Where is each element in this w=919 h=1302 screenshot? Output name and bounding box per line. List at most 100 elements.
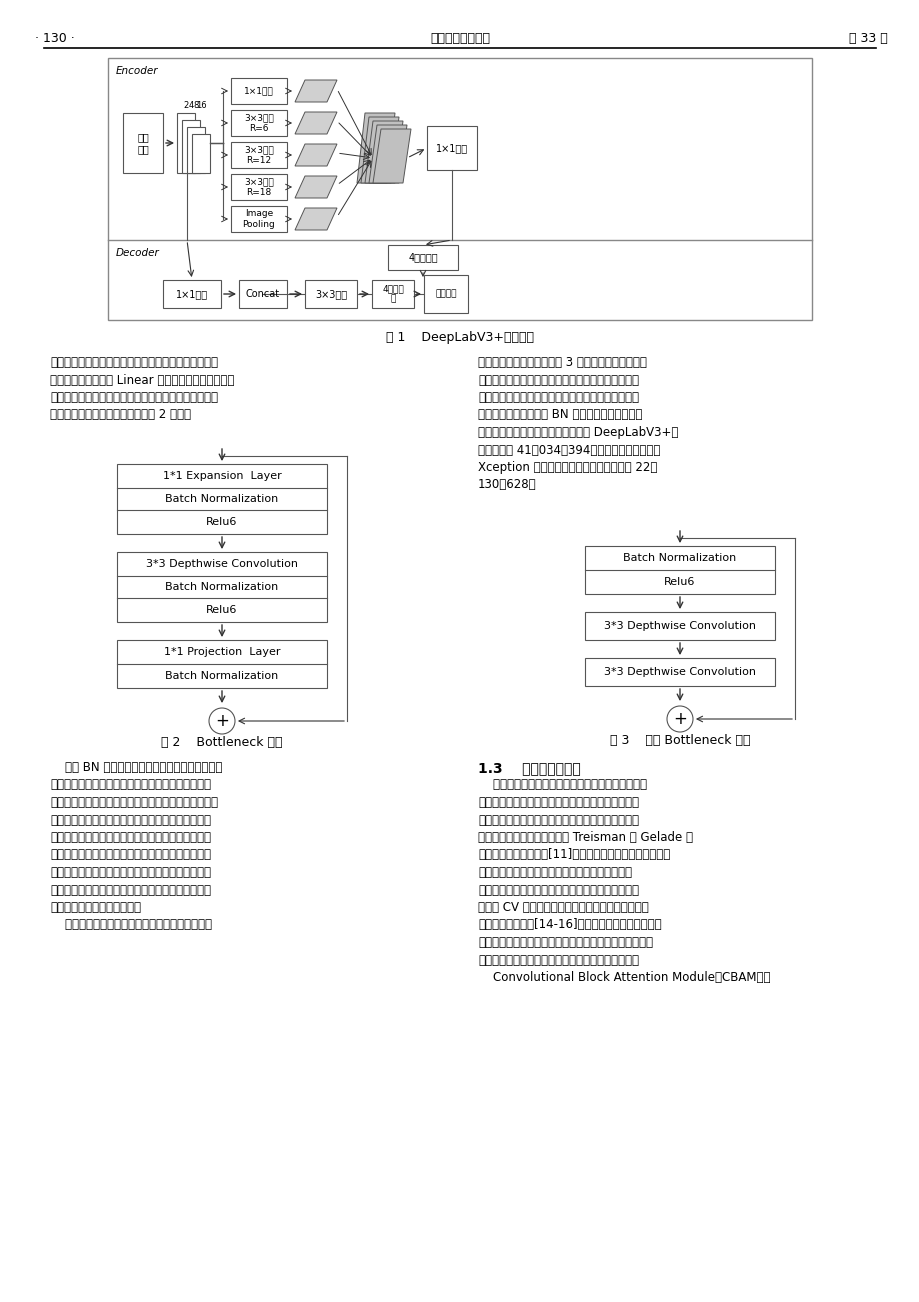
Bar [239, 280, 287, 309]
Text: 先计算代表特征重要程度的注意权，然后利用权重: 先计算代表特征重要程度的注意权，然后利用权重 [478, 866, 631, 879]
Bar [187, 128, 205, 173]
Bar [231, 206, 287, 232]
Circle shape [209, 708, 234, 734]
Text: 一个残差结构的复合输出，它受此前残差网络的影响，: 一个残差结构的复合输出，它受此前残差网络的影响， [50, 796, 218, 809]
Bar [117, 464, 326, 534]
Text: 强其线性性能的作用，尤其是对于深度较浅的网络会: 强其线性性能的作用，尤其是对于深度较浅的网络会 [50, 849, 210, 862]
Text: 3×3卷积
R=12: 3×3卷积 R=12 [244, 146, 274, 164]
Text: 图 3    改进 Bottleneck 结构: 图 3 改进 Bottleneck 结构 [609, 734, 749, 747]
Bar [584, 546, 774, 594]
Text: 得。与传统的残差结构相比，这种残差结构减少了残: 得。与传统的残差结构相比，这种残差结构减少了残 [478, 374, 639, 387]
Text: 8: 8 [193, 100, 199, 109]
Text: 1×1卷积: 1×1卷积 [176, 289, 208, 299]
Text: 2: 2 [183, 100, 188, 109]
Bar [424, 275, 468, 312]
Polygon shape [295, 112, 336, 134]
Text: 缩后的激活函数采用 Linear 线性函数防止进一步破坏: 缩后的激活函数采用 Linear 线性函数防止进一步破坏 [50, 374, 234, 387]
Text: 16: 16 [196, 100, 206, 109]
Polygon shape [360, 117, 399, 184]
Text: 支；还减少了残差分支 BN 层对输入期望和方差的: 支；还减少了残差分支 BN 层对输入期望和方差的 [478, 409, 641, 422]
Bar [584, 658, 774, 686]
Polygon shape [372, 129, 411, 184]
Polygon shape [295, 145, 336, 165]
Bar [163, 280, 221, 309]
Text: Xception 和简化残差之后的模型参数量为 22，: Xception 和简化残差之后的模型参数量为 22， [478, 461, 657, 474]
Text: 的精度损失，引入注意力机制模块提高岩石铸体薄片: 的精度损失，引入注意力机制模块提高岩石铸体薄片 [478, 814, 639, 827]
Text: 3*3 Depthwise Convolution: 3*3 Depthwise Convolution [146, 559, 298, 569]
Text: 为了简化网络参数和模型的训练耗时，该文还采: 为了简化网络参数和模型的训练耗时，该文还采 [50, 918, 211, 931]
Text: 4倍上采样: 4倍上采样 [408, 253, 437, 263]
Bar [426, 126, 476, 171]
Text: 用了简化残差结构，其中图 3 为删除第二个激活层所: 用了简化残差结构，其中图 3 为删除第二个激活层所 [478, 355, 646, 368]
Text: 3×3卷积
R=18: 3×3卷积 R=18 [244, 177, 274, 197]
Text: 图 2    Bottleneck 结构: 图 2 Bottleneck 结构 [161, 737, 282, 750]
Text: 卷积进行压缩，把高维特征映射到低维空间去，其中压: 卷积进行压缩，把高维特征映射到低维空间去，其中压 [50, 355, 218, 368]
Text: 图 1    DeepLabV3+网络结构: 图 1 DeepLabV3+网络结构 [386, 332, 533, 345]
Bar [371, 280, 414, 309]
Text: 计算量，降低了模型训练耗时。其中 DeepLabV3+原: 计算量，降低了模型训练耗时。其中 DeepLabV3+原 [478, 426, 677, 439]
Text: Encoder: Encoder [116, 66, 158, 76]
Text: 1*1 Projection  Layer: 1*1 Projection Layer [164, 647, 280, 658]
Bar [192, 134, 210, 173]
Text: 第 33 卷: 第 33 卷 [847, 31, 887, 44]
Polygon shape [295, 79, 336, 102]
Text: 压缩后的特征，然后主干网络并联一个残差边，输入输: 压缩后的特征，然后主干网络并联一个残差边，输入输 [50, 391, 218, 404]
Text: 图像: 图像 [137, 145, 149, 154]
Text: 已经具有较强的非线性能力，分布也比较稳定。所以: 已经具有较强的非线性能力，分布也比较稳定。所以 [50, 814, 210, 827]
Text: Relu6: Relu6 [664, 577, 695, 587]
Text: 4倍上采
样: 4倍上采 样 [381, 284, 403, 303]
Text: 1×1卷积: 1×1卷积 [244, 86, 274, 95]
Bar [117, 641, 326, 687]
Bar [231, 174, 287, 201]
Text: 3*3 Depthwise Convolution: 3*3 Depthwise Convolution [604, 667, 755, 677]
Polygon shape [365, 121, 403, 184]
Text: · 130 ·: · 130 · [35, 31, 74, 44]
Text: 确率下降，所以引入注意力机制来提高模型准确率。: 确率下降，所以引入注意力机制来提高模型准确率。 [478, 953, 639, 966]
Text: 1.3    注意力机制模块: 1.3 注意力机制模块 [478, 760, 580, 775]
Text: 出的一种信号处理机制[11]，在视觉任务中，注意力机制首: 出的一种信号处理机制[11]，在视觉任务中，注意力机制首 [478, 849, 670, 862]
Bar [123, 113, 163, 173]
Bar [388, 245, 458, 270]
Text: 的计算机视觉应用[14-16]表现出显著的性能。由于引: 的计算机视觉应用[14-16]表现出显著的性能。由于引 [478, 918, 661, 931]
Bar [231, 78, 287, 104]
Text: 网络的稳定性。然而，激活层的输入是残差网络中上: 网络的稳定性。然而，激活层的输入是残差网络中上 [50, 779, 210, 792]
Text: 如今在 CV 领域被广泛采用，并在各种基于深度学习: 如今在 CV 领域被广泛采用，并在各种基于深度学习 [478, 901, 648, 914]
Bar [108, 59, 811, 320]
Text: 130，628。: 130，628。 [478, 479, 536, 491]
Polygon shape [295, 176, 336, 198]
Bar [305, 280, 357, 309]
Text: 一个卷积层的输出，其分布会受到残差结构中第一个: 一个卷积层的输出，其分布会受到残差结构中第一个 [50, 884, 210, 897]
Text: 値从输入的特征映射中提取出信息量更大的特征，它: 値从输入的特征映射中提取出信息量更大的特征，它 [478, 884, 639, 897]
Text: 卷积层参数更新的直接影响。: 卷积层参数更新的直接影响。 [50, 901, 141, 914]
Text: Image
Pooling: Image Pooling [243, 210, 275, 229]
Polygon shape [357, 113, 394, 184]
Polygon shape [295, 208, 336, 230]
Text: 其中 BN 和激活层主要提升网络的非线性能力和: 其中 BN 和激活层主要提升网络的非线性能力和 [50, 760, 222, 773]
Text: Relu6: Relu6 [206, 517, 237, 527]
Text: 1×1卷积: 1×1卷积 [436, 143, 468, 154]
Text: 降低训练速度。第二个激活层的输入是残差结构中第: 降低训练速度。第二个激活层的输入是残差结构中第 [50, 866, 210, 879]
Text: 1*1 Expansion  Layer: 1*1 Expansion Layer [163, 471, 281, 480]
Text: 输出图像: 输出图像 [435, 289, 456, 298]
Bar [584, 612, 774, 641]
Bar [231, 109, 287, 135]
Text: 出直接相接，原始的网络结构如图 2 所示。: 出直接相接，原始的网络结构如图 2 所示。 [50, 409, 191, 422]
Text: 入了轻量级网络，减少了模型的参数数量，会导致模型准: 入了轻量级网络，减少了模型的参数数量，会导致模型准 [478, 936, 652, 949]
Text: Batch Normalization: Batch Normalization [165, 493, 278, 504]
Text: 3×3卷积
R=6: 3×3卷积 R=6 [244, 113, 274, 133]
Text: Batch Normalization: Batch Normalization [165, 582, 278, 592]
Text: 4: 4 [188, 100, 193, 109]
Text: 3×3卷积: 3×3卷积 [314, 289, 346, 299]
Text: Decoder: Decoder [116, 247, 160, 258]
Text: 减少网络参数，虽然会提高模型速度，但却必会影: 减少网络参数，虽然会提高模型速度，但却必会影 [478, 779, 646, 792]
Text: Relu6: Relu6 [206, 605, 237, 615]
Text: +: + [673, 710, 686, 728]
Text: Batch Normalization: Batch Normalization [165, 671, 278, 681]
Bar [231, 142, 287, 168]
Text: Concat: Concat [245, 289, 279, 299]
Bar [182, 120, 199, 173]
Text: 响模型分割的准确程度，所以为了弥补模型优化带来: 响模型分割的准确程度，所以为了弥补模型优化带来 [478, 796, 639, 809]
Polygon shape [369, 125, 406, 184]
Text: 3*3 Depthwise Convolution: 3*3 Depthwise Convolution [604, 621, 755, 631]
Text: +: + [215, 712, 229, 730]
